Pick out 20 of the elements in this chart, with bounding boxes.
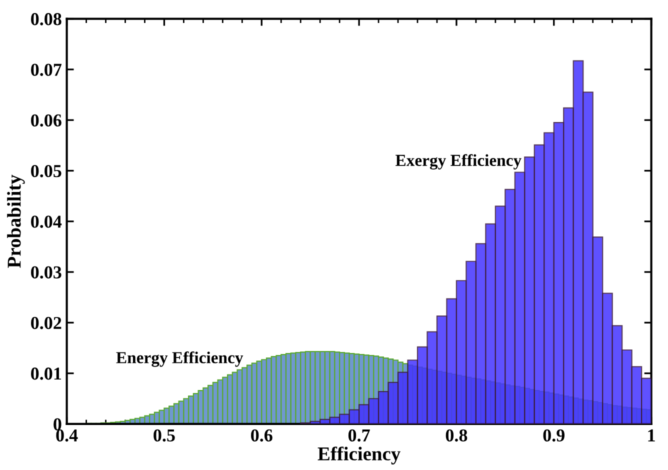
y-axis-title: Probability bbox=[7, 174, 25, 268]
x-tick-label: 0.4 bbox=[56, 429, 78, 442]
x-tick-label: 0.8 bbox=[446, 429, 468, 442]
y-tick-label: 0 bbox=[54, 418, 62, 430]
x-tick-label: 0.6 bbox=[251, 429, 272, 442]
y-tick-label: 0.08 bbox=[31, 13, 62, 26]
y-tick-label: 0.03 bbox=[31, 266, 62, 279]
y-tick-label: 0.04 bbox=[31, 216, 62, 228]
y-tick-label: 0.06 bbox=[31, 114, 62, 127]
y-tick-label: 0.05 bbox=[31, 164, 62, 178]
x-tick-label: 0.7 bbox=[348, 429, 370, 442]
x-tick-label: 1 bbox=[648, 429, 655, 442]
series-label: Energy Efficiency bbox=[116, 351, 244, 367]
y-tick-label: 0.07 bbox=[31, 64, 62, 76]
x-axis-title: Efficiency bbox=[318, 446, 400, 464]
x-tick-label: 0.5 bbox=[154, 429, 175, 442]
y-tick-label: 0.02 bbox=[31, 316, 62, 330]
x-tick-label: 0.9 bbox=[543, 429, 565, 442]
y-tick-label: 0.01 bbox=[31, 368, 62, 380]
series-label: Exergy Efficiency bbox=[396, 154, 522, 170]
